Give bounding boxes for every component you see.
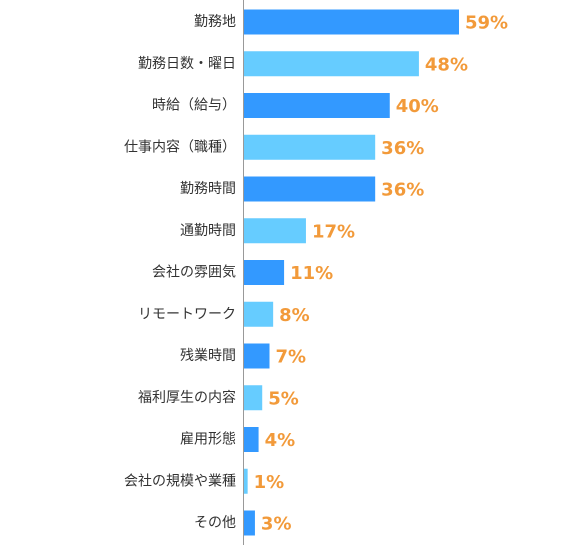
- value-label: 5%: [268, 388, 299, 409]
- bar: [244, 218, 306, 244]
- value-labels-group: 59% 48% 40% 36% 36% 17% 11% 8% 7% 5% 4% 1% 3%: [254, 13, 508, 535]
- bar: [244, 134, 376, 160]
- value-label: 48%: [425, 54, 468, 75]
- value-label: 11%: [290, 263, 333, 284]
- category-label: その他: [194, 515, 236, 531]
- category-label: 福利厚生の内容: [138, 389, 236, 406]
- category-label: 通勤時間: [180, 223, 236, 239]
- category-label: 時給（給与）: [152, 98, 236, 114]
- value-label: 8%: [279, 305, 310, 326]
- category-label: 会社の規模や業種: [124, 473, 236, 489]
- bar: [244, 51, 419, 77]
- value-label: 36%: [381, 180, 424, 201]
- bars-group: [244, 9, 459, 536]
- category-label: 仕事内容（職種）: [124, 138, 236, 155]
- value-label: 1%: [254, 472, 285, 493]
- category-label: 会社の雰囲気: [152, 265, 236, 281]
- category-label: 残業時間: [180, 348, 236, 364]
- bar: [244, 260, 285, 285]
- bar: [244, 510, 255, 536]
- value-label: 17%: [312, 221, 355, 242]
- category-label: 勤務日数・曜日: [138, 56, 236, 72]
- bar: [244, 176, 376, 202]
- value-label: 3%: [261, 514, 292, 535]
- bar: [244, 9, 459, 35]
- value-label: 40%: [396, 96, 439, 117]
- value-label: 7%: [276, 347, 307, 368]
- bar: [244, 468, 248, 494]
- value-label: 4%: [265, 430, 296, 451]
- bar: [244, 385, 263, 411]
- value-label: 59%: [465, 13, 508, 34]
- value-label: 36%: [381, 138, 424, 159]
- bar: [244, 301, 274, 327]
- bar: [244, 93, 390, 118]
- bar: [244, 343, 270, 369]
- bar: [244, 427, 259, 452]
- category-label: 勤務地: [194, 14, 236, 30]
- category-label: 雇用形態: [180, 431, 236, 448]
- category-label: 勤務時間: [180, 181, 236, 197]
- category-label: リモートワーク: [138, 306, 236, 322]
